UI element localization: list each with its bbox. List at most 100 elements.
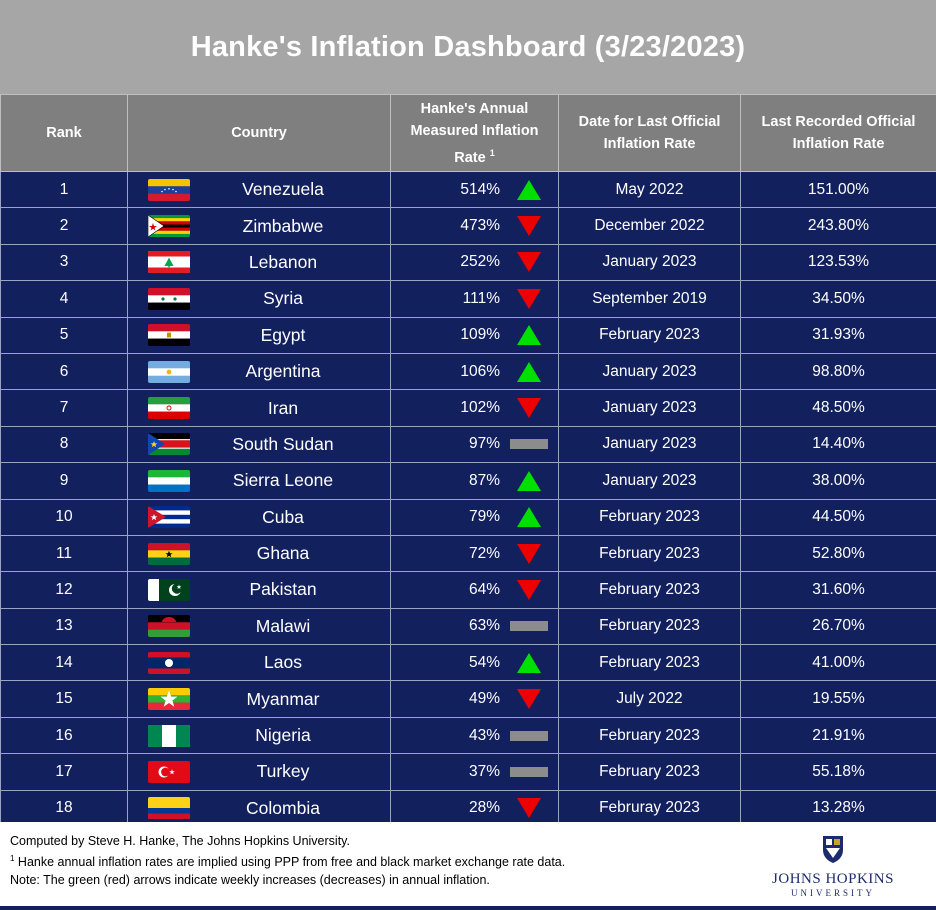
lebanon-flag <box>148 251 190 274</box>
argentina-flag <box>148 360 190 383</box>
trend-indicator <box>500 579 558 601</box>
hanke-rate-cell: 63% <box>390 607 559 646</box>
bottom-rule <box>0 906 936 910</box>
down-arrow-icon <box>517 252 541 273</box>
rank-cell: 17 <box>0 753 128 791</box>
south-sudan-flag <box>148 433 190 456</box>
header-hanke-footnote: 1 <box>489 147 495 158</box>
no-change-bar-icon <box>510 730 548 741</box>
down-arrow-icon <box>517 288 541 309</box>
rank-cell: 12 <box>0 571 128 609</box>
country-cell: Myanmar <box>127 680 391 718</box>
cuba-flag <box>148 506 190 529</box>
hanke-rate-cell: 102% <box>390 389 559 427</box>
table-row: 9 Sierra Leone 87% January 2023 38.00% <box>0 462 936 500</box>
country-name: Sierra Leone <box>232 470 334 491</box>
trend-indicator <box>500 688 558 710</box>
official-rate-cell: 41.00% <box>740 644 936 682</box>
hanke-rate-value: 64% <box>468 580 500 598</box>
jhu-logo: JOHNS HOPKINS UNIVERSITY <box>768 834 898 898</box>
official-rate-cell: 34.50% <box>740 280 936 318</box>
table-row: 3 Lebanon 252% January 2023 123.53% <box>0 243 936 282</box>
table-row: 13 Malawi 63% February 2023 26.70% <box>0 607 936 646</box>
laos-flag <box>148 651 190 674</box>
country-name: Laos <box>264 652 302 673</box>
footnote-1-marker: 1 <box>10 854 15 863</box>
up-arrow-icon <box>517 470 541 491</box>
country-cell: Ghana <box>127 534 391 573</box>
rank-cell: 15 <box>0 680 128 718</box>
date-cell: January 2023 <box>558 425 741 464</box>
no-change-bar-icon <box>510 766 548 777</box>
rank-cell: 11 <box>0 534 128 573</box>
hanke-rate-value: 28% <box>468 799 500 817</box>
official-rate-cell: 151.00% <box>740 170 936 209</box>
hanke-rate-value: 473% <box>460 217 500 235</box>
rank-cell: 8 <box>0 425 128 464</box>
hanke-rate-cell: 97% <box>390 425 559 464</box>
pakistan-flag <box>148 578 190 601</box>
malawi-flag <box>148 615 190 638</box>
country-cell: Cuba <box>127 498 391 536</box>
hanke-rate-cell: 28% <box>390 789 559 828</box>
country-cell: Pakistan <box>127 571 391 609</box>
egypt-flag <box>148 324 190 347</box>
header-official-line1: Last Recorded Official <box>761 114 916 130</box>
up-arrow-icon <box>517 652 541 673</box>
sierra-leone-flag <box>148 469 190 492</box>
table-row: 17 Turkey 37% February 2023 55.18% <box>0 753 936 791</box>
official-rate-cell: 48.50% <box>740 389 936 427</box>
footnote-1-text: Hanke annual inflation rates are implied… <box>14 855 566 870</box>
nigeria-flag <box>148 724 190 747</box>
header-official-rate: Last Recorded Official Inflation Rate <box>740 94 936 172</box>
hanke-rate-cell: 473% <box>390 207 559 245</box>
date-cell: January 2023 <box>558 389 741 427</box>
date-cell: January 2023 <box>558 462 741 500</box>
header-date-line2: Inflation Rate <box>603 136 696 152</box>
colombia-flag <box>148 797 190 820</box>
rank-cell: 16 <box>0 716 128 755</box>
hanke-rate-value: 252% <box>460 253 500 271</box>
trend-indicator <box>500 215 558 237</box>
table-row: 2 Zimbabwe 473% December 2022 243.80% <box>0 207 936 245</box>
up-arrow-icon <box>517 507 541 528</box>
rank-cell: 6 <box>0 352 128 391</box>
hanke-rate-value: 54% <box>468 653 500 671</box>
trend-indicator <box>500 652 558 674</box>
inflation-table: Rank Country Hanke's Annual Measured Inf… <box>0 94 936 828</box>
country-name: Zimbabwe <box>242 215 324 236</box>
trend-indicator <box>500 397 558 419</box>
up-arrow-icon <box>517 325 541 346</box>
trend-indicator <box>500 506 558 528</box>
hanke-rate-value: 111% <box>462 289 500 307</box>
jhu-logo-sub: UNIVERSITY <box>791 888 875 898</box>
date-cell: February 2023 <box>558 534 741 573</box>
trend-indicator <box>500 766 558 778</box>
header-date: Date for Last Official Inflation Rate <box>558 94 741 172</box>
date-cell: December 2022 <box>558 207 741 245</box>
hanke-rate-cell: 106% <box>390 352 559 391</box>
table-row: 18 Colombia 28% Februray 2023 13.28% <box>0 789 936 828</box>
official-rate-cell: 14.40% <box>740 425 936 464</box>
country-cell: Iran <box>127 389 391 427</box>
header-hanke-line3: Rate <box>454 149 486 166</box>
table-body: 1 Venezuela 514% May 2022 151.00% 2 Zimbabwe 47… <box>0 170 936 828</box>
venezuela-flag <box>148 178 190 201</box>
official-rate-cell: 98.80% <box>740 352 936 391</box>
table-row: 1 Venezuela 514% May 2022 151.00% <box>0 170 936 209</box>
country-name: Myanmar <box>246 688 320 709</box>
country-name: Turkey <box>256 761 310 782</box>
official-rate-cell: 52.80% <box>740 534 936 573</box>
date-cell: January 2023 <box>558 352 741 391</box>
header-official-line2: Inflation Rate <box>792 136 885 152</box>
official-rate-cell: 21.91% <box>740 716 936 755</box>
trend-indicator <box>500 251 558 273</box>
rank-cell: 3 <box>0 243 128 282</box>
country-cell: Sierra Leone <box>127 462 391 500</box>
country-name: Cuba <box>262 506 304 527</box>
rank-cell: 9 <box>0 462 128 500</box>
country-name: Ghana <box>256 543 310 564</box>
country-cell: Lebanon <box>127 243 391 282</box>
date-cell: February 2023 <box>558 571 741 609</box>
country-cell: Turkey <box>127 753 391 791</box>
